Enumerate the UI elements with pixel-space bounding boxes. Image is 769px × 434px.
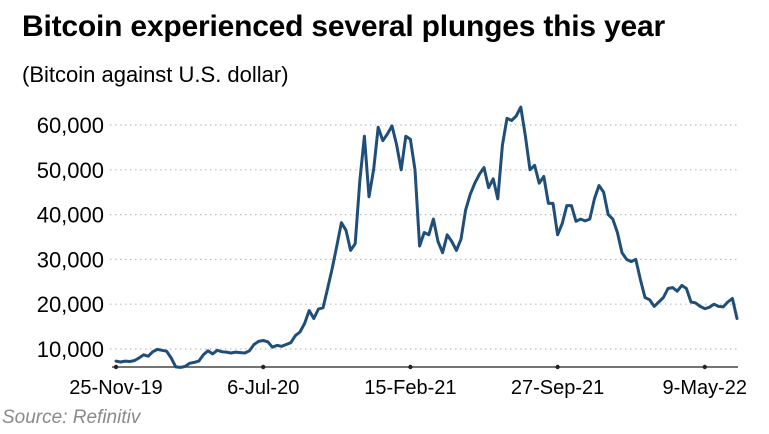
y-tick-label: 60,000	[37, 113, 104, 138]
x-axis-ticks: 25-Nov-19 6-Jul-20 15-Feb-21 27-Sep-21 9-May…	[69, 364, 747, 399]
chart-subtitle: (Bitcoin against U.S. dollar)	[22, 62, 289, 87]
x-tick-label: 15-Feb-21	[364, 377, 456, 399]
y-axis-tick-labels: 10,000 20,000 30,000 40,000 50,000 60,000	[37, 113, 104, 362]
y-tick-label: 40,000	[37, 203, 104, 228]
x-tick-mark	[555, 364, 560, 370]
source-note: Source: Refinitiv	[2, 407, 141, 428]
y-tick-label: 50,000	[37, 158, 104, 183]
x-tick-mark	[408, 364, 413, 370]
x-tick-label: 27-Sep-21	[511, 377, 604, 399]
x-tick-mark	[702, 364, 707, 370]
x-tick-label: 25-Nov-19	[69, 377, 162, 399]
bitcoin-price-line	[114, 105, 739, 369]
y-tick-label: 10,000	[37, 337, 104, 362]
y-tick-label: 20,000	[37, 292, 104, 317]
x-tick-mark	[261, 364, 266, 370]
y-tick-label: 30,000	[37, 247, 104, 272]
x-tick-mark	[113, 364, 119, 370]
x-tick-label: 9-May-22	[663, 377, 747, 399]
x-tick-label: 6-Jul-20	[227, 377, 299, 399]
chart-title: Bitcoin experienced several plunges this…	[22, 10, 665, 43]
